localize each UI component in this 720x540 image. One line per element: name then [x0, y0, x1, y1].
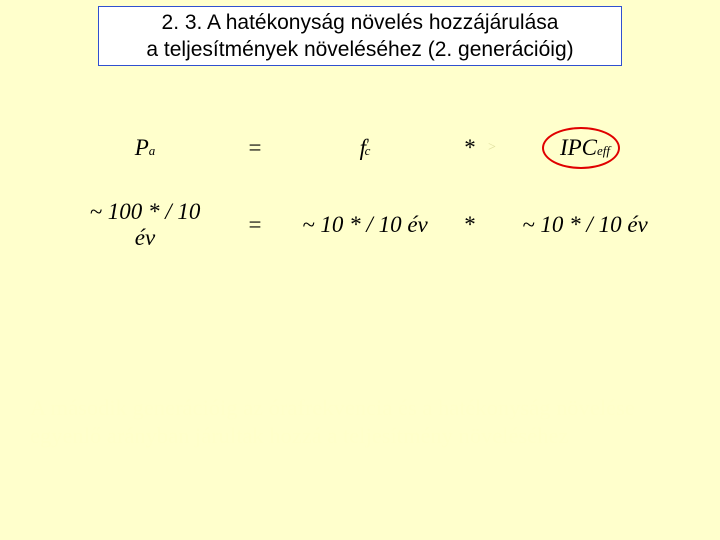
greater-symbol: >: [488, 140, 496, 156]
title-line-2: a teljesítmények növeléséhez (2. generác…: [146, 36, 573, 63]
title-line-1: 2. 3. A hatékonyság növelés hozzájárulás…: [162, 9, 559, 36]
footer-line-2: egyenlő arányban járultak hozzá a teljes…: [30, 423, 569, 448]
footer-text: A második generációig az órafrekvencia é…: [30, 394, 690, 450]
footer-line-1: A második generációig az órafrekvencia é…: [30, 395, 635, 420]
equation-block: Pa = f′c * > IPCeff ~ 100 * / 10 év = ~ …: [80, 135, 660, 289]
title-box: 2. 3. A hatékonyság növelés hozzájárulás…: [98, 6, 622, 66]
eq1-mid-sub: c: [365, 143, 371, 159]
eq1-right-sub: eff: [597, 143, 610, 159]
eq2-right: ~ 10 * / 10 év: [510, 212, 660, 238]
eq1-equals: =: [230, 135, 280, 161]
eq1-mid: f′c: [300, 135, 430, 161]
eq2-mid: ~ 10 * / 10 év: [300, 212, 430, 238]
equation-row-2: ~ 100 * / 10 év = ~ 10 * / 10 év * ~ 10 …: [80, 199, 660, 251]
eq1-right: > IPCeff: [510, 135, 660, 161]
eq1-left: Pa: [80, 135, 210, 161]
eq1-mul: *: [450, 135, 490, 161]
eq2-equals: =: [230, 212, 280, 238]
eq2-left: ~ 100 * / 10 év: [80, 199, 210, 251]
eq1-left-main: P: [135, 135, 149, 161]
eq1-right-main: IPC: [560, 135, 597, 161]
eq2-mul: *: [450, 212, 490, 238]
equation-row-1: Pa = f′c * > IPCeff: [80, 135, 660, 161]
eq1-left-sub: a: [149, 143, 156, 159]
